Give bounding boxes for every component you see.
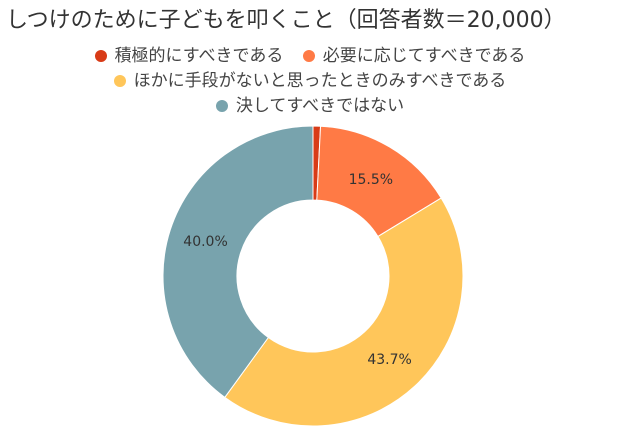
slice-label-3: 43.7% xyxy=(367,352,411,368)
slice-label-4: 40.0% xyxy=(183,234,227,250)
legend-label-4: 決してすべきではない xyxy=(235,96,405,116)
legend-dot-3 xyxy=(113,75,126,87)
chart-legend: 積極的にすべきである 必要に応じてすべきである ほかに手段がないと思ったときのみ… xyxy=(0,44,620,119)
legend-label-1: 積極的にすべきである xyxy=(114,46,284,66)
legend-item-4: 決してすべきではない xyxy=(215,94,405,118)
legend-row-2: ほかに手段がないと思ったときのみすべきである xyxy=(0,69,620,94)
slice-label-2: 15.5% xyxy=(349,172,393,188)
legend-label-2: 必要に応じてすべきである xyxy=(322,46,526,66)
legend-row-1: 積極的にすべきである 必要に応じてすべきである xyxy=(0,44,620,69)
slice-labels: 15.5% 43.7% 40.0% xyxy=(183,172,412,368)
legend-item-3: ほかに手段がないと思ったときのみすべきである xyxy=(113,69,507,93)
legend-row-3: 決してすべきではない xyxy=(0,94,620,119)
donut-slice-4 xyxy=(162,125,314,399)
donut-slices xyxy=(162,125,464,427)
donut-slice-3 xyxy=(224,197,464,427)
legend-dot-2 xyxy=(302,50,315,62)
chart-title: しつけのために子どもを叩くこと（回答者数＝20,000） xyxy=(6,8,566,33)
legend-item-1: 積極的にすべきである xyxy=(94,44,284,68)
legend-label-3: ほかに手段がないと思ったときのみすべきである xyxy=(133,71,507,91)
legend-dot-1 xyxy=(94,50,107,62)
legend-dot-4 xyxy=(215,100,228,112)
legend-item-2: 必要に応じてすべきである xyxy=(302,44,526,68)
